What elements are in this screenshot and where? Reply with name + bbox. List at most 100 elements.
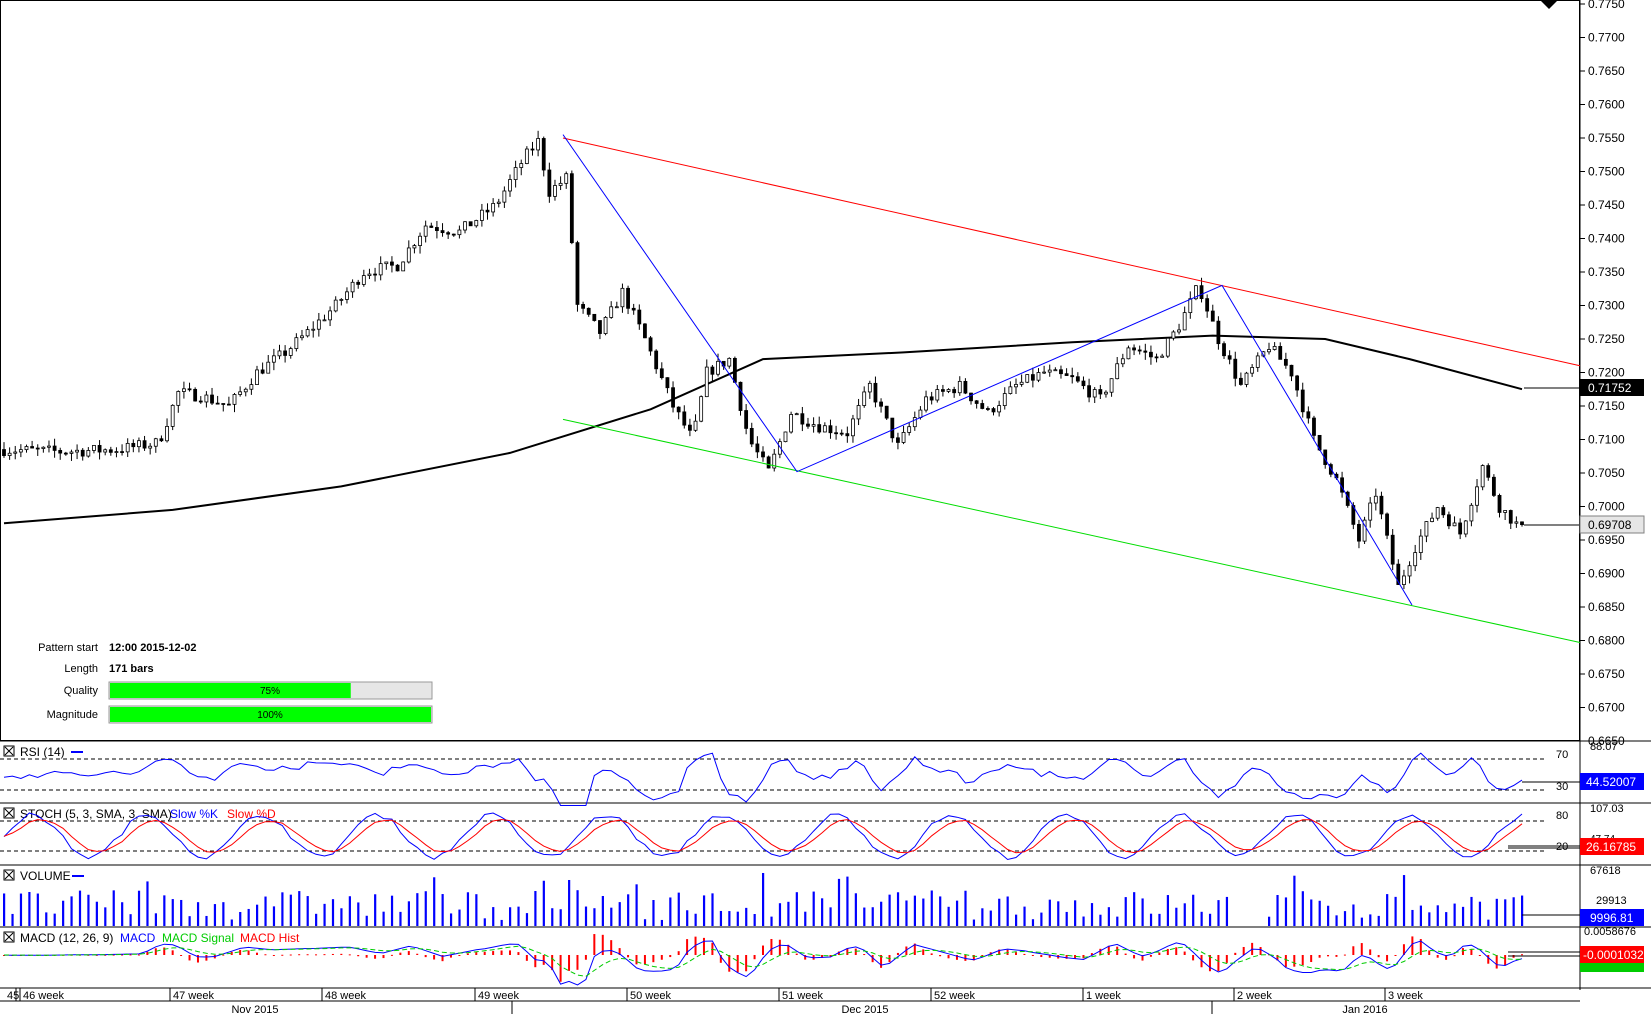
volume-bar — [1141, 898, 1144, 926]
macd-hist-bar — [778, 939, 781, 955]
volume-bar — [449, 913, 453, 926]
volume-bar — [399, 911, 402, 926]
macd-hist-bar — [1023, 953, 1026, 955]
macd-hist-bar — [441, 955, 444, 962]
channel-upper-line — [562, 137, 1581, 367]
candle-body — [378, 263, 383, 276]
volume-bar — [1158, 913, 1161, 926]
candle-body — [586, 307, 591, 315]
macd-hist-bar — [247, 950, 250, 955]
macd-hist-bar — [1133, 955, 1136, 959]
candle-body — [1182, 312, 1187, 331]
volume-bar — [1200, 911, 1203, 926]
price-axis-ticks: 0.7750 0.7700 0.7650 0.7600 0.7550 0.7500 0.74… — [1580, 0, 1625, 748]
volume-bar — [1301, 891, 1304, 926]
volume-bar — [1090, 903, 1094, 926]
volume-bar — [702, 895, 706, 926]
ma-line — [3, 334, 1523, 525]
week-label: 2 week — [1237, 990, 1272, 1002]
candle-body — [1075, 376, 1080, 382]
candle-body — [969, 392, 973, 402]
candle-body — [732, 357, 737, 383]
macd-hist-bar — [677, 951, 680, 955]
volume-bar — [627, 894, 630, 926]
candle-body — [626, 287, 630, 309]
macd-hist-bar — [846, 948, 849, 955]
candle-body — [1430, 517, 1434, 522]
chevron-down-icon[interactable] — [1541, 1, 1557, 9]
volume-bar — [87, 894, 90, 926]
quality-value: 75% — [260, 686, 280, 697]
candle-body — [598, 320, 602, 334]
candle-body — [221, 403, 226, 405]
candle-body — [367, 273, 372, 276]
candle-body — [643, 323, 647, 339]
macd-hist-bar — [593, 934, 596, 955]
volume-bar — [500, 919, 503, 926]
magnitude-label: Magnitude — [47, 709, 98, 721]
candle-body — [1002, 393, 1007, 407]
svg-text:0.71752: 0.71752 — [1588, 381, 1632, 395]
macd-hist-bar — [1158, 952, 1161, 955]
macd-hist-bar — [222, 954, 225, 956]
price-tick-label: 0.6900 — [1588, 567, 1625, 581]
pattern-start-value: 12:00 2015-12-02 — [109, 642, 196, 654]
macd-hist-bar — [905, 946, 908, 955]
macd-hist-bar — [1343, 954, 1346, 956]
volume-bar — [70, 896, 73, 926]
volume-bar — [180, 899, 183, 926]
volume-bar — [1006, 896, 1009, 926]
volume-bar — [736, 911, 739, 926]
macd-hist-bar — [1453, 955, 1456, 957]
volume-bar — [1208, 913, 1212, 926]
macd-hist-bar — [1521, 954, 1523, 956]
candle-body — [1227, 355, 1232, 360]
candle-body — [1019, 381, 1024, 385]
macd-hist-bar — [1175, 947, 1178, 955]
volume-bar — [1445, 912, 1448, 926]
volume-bar — [1023, 906, 1026, 926]
candle-body — [1188, 298, 1193, 314]
candle-body — [288, 348, 293, 356]
candle-body — [867, 382, 872, 393]
stoch-panel: STOCH (5, 3, SMA, 3, SMA) Slow %K Slow %… — [0, 803, 1644, 861]
volume-bar — [1411, 909, 1414, 926]
macd-hist-bar — [770, 938, 773, 955]
volume-bar — [1512, 897, 1515, 926]
volume-bar — [1470, 896, 1473, 926]
candle-body — [530, 148, 535, 151]
volume-bar — [1276, 895, 1279, 926]
candle-body — [1503, 510, 1508, 513]
candle-body — [839, 432, 844, 435]
candle-body — [1312, 417, 1316, 436]
candle-body — [1238, 377, 1243, 385]
candle-body — [142, 440, 147, 449]
macd-hist-bar — [1234, 952, 1237, 955]
candle-body — [485, 209, 490, 213]
candle-body — [603, 317, 608, 334]
volume-bar — [770, 916, 773, 926]
candle-body — [232, 394, 237, 405]
price-tick-label: 0.7450 — [1588, 198, 1625, 212]
macd-hist-bar — [239, 949, 242, 955]
candle-body — [1120, 358, 1125, 365]
macd-hist-bar — [196, 955, 199, 963]
candle-body — [845, 433, 850, 437]
macd-hist-bar — [289, 954, 292, 956]
volume-bar — [441, 894, 444, 926]
svg-text:44.52007: 44.52007 — [1586, 775, 1636, 789]
candle-body — [7, 452, 12, 456]
volume-bar — [1428, 912, 1431, 926]
candle-body — [423, 225, 428, 237]
candle-body — [1447, 514, 1451, 527]
volume-bar — [1149, 913, 1153, 926]
candle-body — [941, 389, 945, 392]
candle-body — [47, 445, 51, 448]
candle-body — [41, 446, 46, 449]
candle-body — [294, 337, 299, 350]
volume-bar — [643, 919, 647, 926]
macd-hist-bar — [509, 950, 511, 955]
candle-body — [1520, 521, 1524, 526]
svg-text:26.16785: 26.16785 — [1586, 840, 1636, 854]
macd-hist-bar — [492, 951, 495, 955]
